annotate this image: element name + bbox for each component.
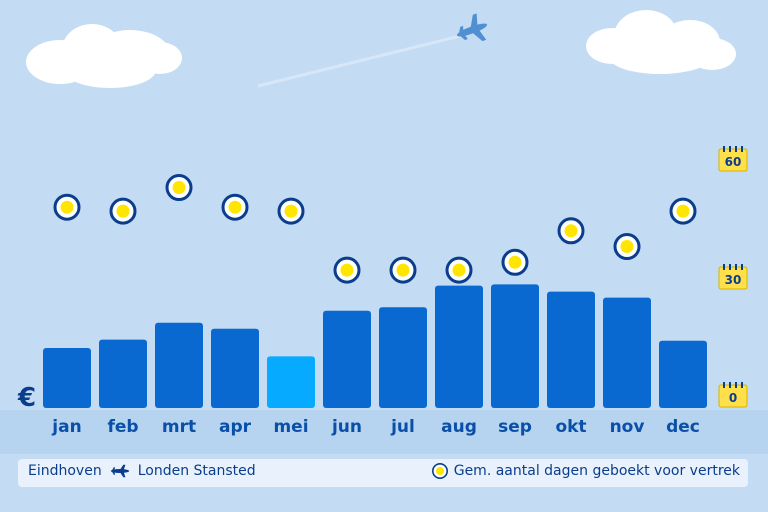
bar-okt [547, 291, 595, 408]
marker-sep [501, 248, 529, 276]
bar-mei [267, 356, 315, 408]
y2-axis: 60 30 0 [718, 146, 748, 408]
month-label-okt: okt [555, 417, 586, 437]
month-label-jan: jan [51, 417, 81, 437]
legend-label: Gem. aantal dagen geboekt voor vertrek [453, 463, 740, 479]
contrail [257, 34, 461, 88]
bar-jul [379, 307, 427, 408]
cloud-left [26, 24, 182, 88]
month-label-feb: feb [107, 417, 138, 437]
month-label-aug: aug [441, 417, 477, 437]
route: Eindhoven Londen Stansted [28, 463, 256, 479]
month-label-apr: apr [219, 417, 252, 437]
y-axis-unit: € [17, 383, 36, 413]
month-label-jul: jul [390, 417, 415, 437]
bar-feb [99, 339, 147, 408]
y2-tick-label-60: 60 [725, 155, 742, 169]
month-label-jun: jun [331, 417, 362, 437]
cloud-right [586, 10, 736, 74]
month-label-mei: mei [273, 417, 308, 437]
month-label-sep: sep [498, 417, 532, 437]
legend-marker-icon [431, 463, 448, 479]
month-label-mrt: mrt [162, 417, 196, 437]
marker-aug [445, 256, 473, 284]
marker-jan [53, 193, 81, 221]
y2-tick-label-30: 30 [725, 273, 742, 287]
footer-bar: Eindhoven Londen Stansted Gem. aantal da… [18, 459, 748, 487]
marker-dec [669, 197, 697, 225]
markers-layer [53, 174, 697, 284]
airplane-icon [110, 464, 129, 478]
y2-tick-label-0: 0 [729, 391, 737, 405]
month-label-nov: nov [610, 417, 645, 437]
bars-layer [43, 284, 707, 408]
marker-jun [333, 256, 361, 284]
bar-apr [211, 328, 259, 408]
bar-mrt [155, 322, 203, 408]
bar-nov [603, 297, 651, 408]
month-label-dec: dec [666, 417, 700, 437]
origin-label: Eindhoven [28, 463, 102, 479]
airplane-icon [456, 13, 488, 42]
marker-okt [557, 217, 585, 245]
y2-tick-0: 0 [718, 382, 748, 408]
marker-mrt [165, 174, 193, 202]
bar-jan [43, 348, 91, 408]
marker-jul [389, 256, 417, 284]
marker-feb [109, 197, 137, 225]
y2-tick-30: 30 [718, 264, 748, 290]
bar-sep [491, 284, 539, 408]
legend: Gem. aantal dagen geboekt voor vertrek [431, 463, 740, 479]
bar-dec [659, 340, 707, 408]
marker-nov [613, 233, 641, 261]
marker-apr [221, 193, 249, 221]
marker-mei [277, 197, 305, 225]
y2-tick-60: 60 [718, 146, 748, 172]
bar-jun [323, 310, 371, 408]
destination-label: Londen Stansted [137, 463, 256, 479]
month-labels: jan feb mrt apr mei jun jul aug sep okt nov dec [51, 417, 700, 437]
chart-baseline-band [0, 410, 768, 454]
bar-aug [435, 285, 483, 408]
